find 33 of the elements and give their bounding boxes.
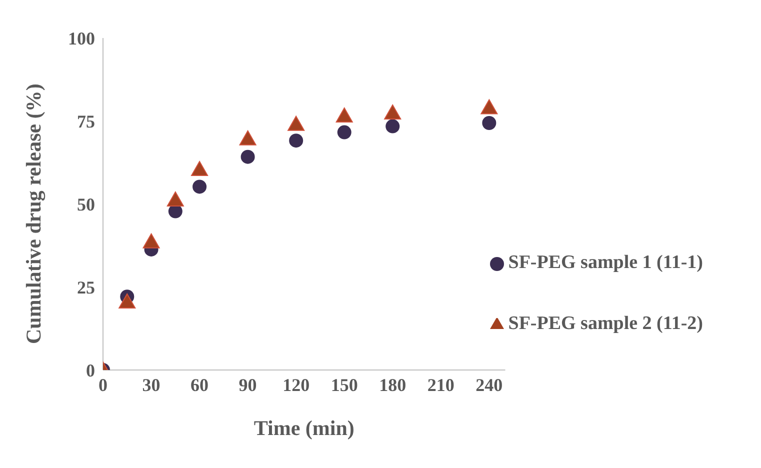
x-tick-label: 30 — [142, 374, 160, 395]
point — [337, 125, 352, 140]
x-tick-label: 180 — [379, 374, 406, 395]
point — [166, 192, 184, 207]
point — [118, 293, 136, 308]
x-tick-label: 210 — [427, 374, 454, 395]
point — [192, 180, 207, 194]
x-tick-label: 0 — [98, 374, 108, 395]
point — [142, 233, 160, 248]
x-tick-label: 120 — [282, 374, 310, 395]
y-tick-label: 75 — [77, 111, 95, 132]
point — [289, 134, 304, 148]
y-tick-label: 50 — [77, 194, 95, 214]
x-tick-label: 60 — [190, 374, 209, 395]
point — [240, 150, 255, 164]
x-axis-title: Time (min) — [254, 416, 354, 440]
point — [239, 130, 256, 146]
x-tick-label: 240 — [476, 374, 503, 395]
legend-label: SF-PEG sample 1 (11-1) — [508, 252, 703, 273]
y-tick-label: 0 — [86, 360, 95, 380]
point — [191, 160, 208, 176]
y-tick-label: 100 — [68, 28, 95, 48]
y-axis-title: Cumulative drug release (%) — [21, 84, 46, 344]
legend-label: SF-PEG sample 2 (11-2) — [508, 312, 703, 334]
point — [482, 116, 496, 130]
point — [480, 99, 498, 114]
point — [384, 104, 402, 120]
point — [288, 116, 305, 131]
point — [386, 119, 400, 134]
point — [336, 108, 353, 123]
x-tick-label: 150 — [330, 374, 358, 395]
x-tick-label: 90 — [238, 374, 257, 395]
y-tick-label: 25 — [77, 277, 95, 298]
